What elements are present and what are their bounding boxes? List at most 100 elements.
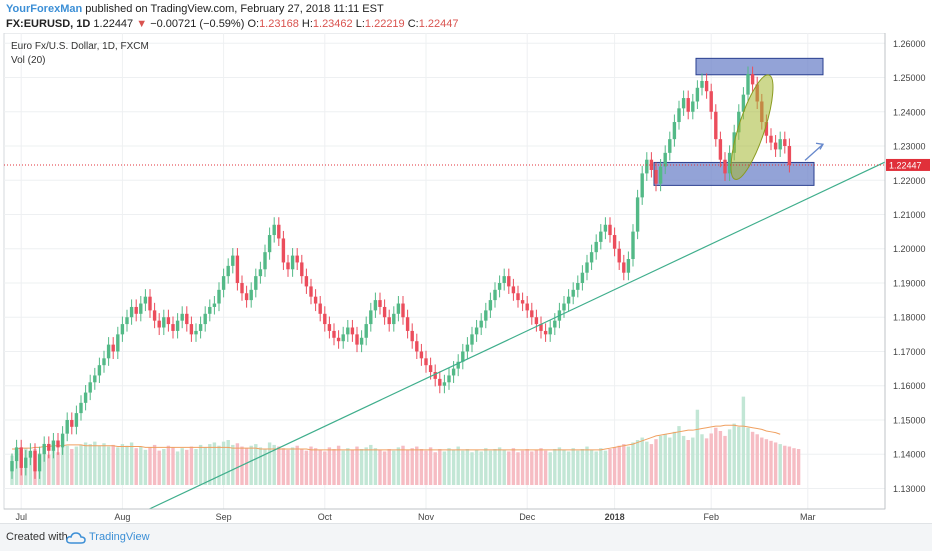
candle-body <box>649 159 654 170</box>
author-link[interactable]: YourForexMan <box>6 3 83 15</box>
candle-body <box>14 447 19 462</box>
volume-bar <box>369 444 373 485</box>
candle-body <box>180 313 184 321</box>
x-tick-label: Feb <box>703 512 719 522</box>
volume-bar <box>396 447 401 485</box>
volume-bar <box>359 449 364 485</box>
candle-body <box>309 286 313 297</box>
volume-bar <box>148 447 152 485</box>
candle-body <box>106 344 111 359</box>
candle-body <box>723 159 727 174</box>
candle-body <box>203 313 207 325</box>
volume-bar <box>143 449 148 485</box>
candle-body <box>428 365 433 373</box>
candle-body <box>709 91 713 112</box>
volume-bar <box>300 449 304 485</box>
candle-body <box>152 310 157 321</box>
candle-body <box>116 334 120 352</box>
volume-bar <box>571 448 575 485</box>
y-tick-label: 1.13000 <box>893 484 926 494</box>
candle-body <box>677 108 681 123</box>
candle-body <box>134 306 138 314</box>
volume-bar <box>129 442 134 485</box>
candle-body <box>548 327 552 335</box>
resistance-zone <box>695 57 824 76</box>
candle-body <box>479 320 483 328</box>
candle-body <box>405 317 410 331</box>
candle-body <box>208 306 212 314</box>
candle-body <box>764 122 769 136</box>
candle-body <box>249 289 253 301</box>
volume-bar <box>373 448 378 485</box>
y-tick-label: 1.25000 <box>893 73 926 83</box>
candle-body <box>640 173 644 198</box>
volume-bar <box>235 443 240 485</box>
volume-bar <box>714 427 718 485</box>
candle-body <box>281 238 286 263</box>
candle-body <box>346 327 350 335</box>
candle-body <box>746 74 750 95</box>
volume-bar <box>102 443 106 485</box>
candle-body <box>272 224 276 236</box>
volume-bar <box>157 450 161 485</box>
last-price: 1.22447 <box>93 18 134 30</box>
volume-bar <box>654 439 658 485</box>
volume-bar <box>718 431 723 485</box>
tradingview-link[interactable]: TradingView <box>89 531 150 543</box>
volume-bar <box>51 449 56 485</box>
volume-bar <box>760 437 764 485</box>
volume-bar <box>700 434 704 485</box>
volume-bar <box>447 448 451 485</box>
volume-bar <box>88 444 92 485</box>
candle-body <box>691 101 695 112</box>
volume-bar <box>355 446 359 485</box>
high-label: H: <box>301 18 313 30</box>
y-tick-label: 1.22000 <box>893 176 926 186</box>
candle-body <box>525 303 529 311</box>
candle-body <box>516 293 520 301</box>
volume-bar <box>249 445 253 485</box>
candle-body <box>580 272 585 283</box>
volume-bar <box>162 449 166 485</box>
volume-bar <box>382 451 387 485</box>
candle-body <box>295 255 299 263</box>
volume-bar <box>773 442 778 485</box>
volume-bar <box>438 449 442 485</box>
candle-body <box>415 341 419 352</box>
symbol-label: FX:EURUSD, 1D <box>6 18 91 30</box>
candle-body <box>704 80 709 92</box>
volume-bar <box>198 444 203 485</box>
candle-body <box>543 330 548 335</box>
volume-bar <box>566 451 571 485</box>
candle-body <box>442 382 447 386</box>
open-value: 1.23168 <box>259 18 299 30</box>
candle-body <box>42 443 46 455</box>
volume-bar <box>254 444 258 485</box>
candle-body <box>571 289 575 297</box>
candle-body <box>438 378 442 386</box>
volume-bar <box>557 447 562 485</box>
volume-bar <box>737 426 741 485</box>
volume-bar <box>336 445 341 485</box>
volume-bar <box>622 444 626 485</box>
volume-bar <box>727 429 732 485</box>
volume-bar <box>221 441 226 485</box>
price-chart[interactable]: 1.22447 1.26000 1.25000 1.24000 1.23000 1.22… <box>0 33 932 523</box>
volume-bar <box>580 449 585 485</box>
y-tick-label: 1.20000 <box>893 244 926 254</box>
volume-bar <box>56 452 60 485</box>
candle-body <box>470 334 474 345</box>
volume-bar <box>111 444 115 485</box>
volume-bar <box>106 446 111 485</box>
candle-body <box>226 265 230 277</box>
y-tick-label: 1.26000 <box>893 39 926 49</box>
volume-bar <box>668 437 672 485</box>
projection-arrowhead <box>815 142 825 150</box>
volume-bar <box>323 451 327 485</box>
volume-bar <box>516 452 520 485</box>
candle-body <box>175 320 180 331</box>
x-tick-label: Jul <box>15 512 27 522</box>
x-tick-label: Sep <box>216 512 232 522</box>
volume-bar <box>461 450 465 485</box>
candle-body <box>102 358 106 366</box>
